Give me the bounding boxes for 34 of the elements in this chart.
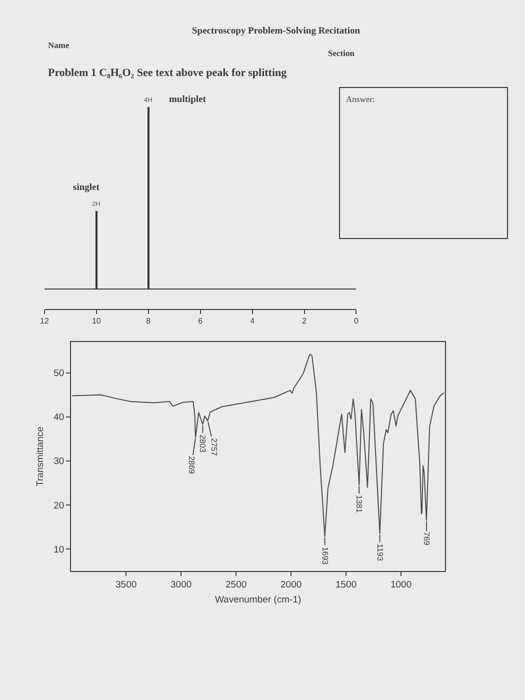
annotation: multiplet [169,95,207,105]
annotation: 2803 [198,434,208,453]
chart-subtitle: Problem 1 C₈H₆O₂ See text above peak for splitting [48,67,288,79]
annotation: 2869 [187,456,196,474]
x-tick-label: 8 [146,316,152,326]
x-axis-title: Wavenumber (cm-1) [214,594,302,606]
annotation: 769 [422,532,431,546]
x-tick-label: 10 [92,316,102,326]
annotation: 1693 [320,546,330,566]
text: Answer: [346,94,375,104]
y-tick-label: 20 [54,500,64,512]
y-tick-label: 50 [54,368,64,380]
y-axis-title: Transmittance [34,426,46,486]
x-tick-label: 1000 [390,579,412,590]
x-tick-label: 4 [250,316,256,326]
x-tick-label: 12 [40,316,50,326]
x-tick-label: 0 [354,316,360,326]
x-tick-label: 1500 [335,579,357,590]
annotation: 1193 [375,544,384,562]
text: Name [48,40,70,50]
x-tick-label: 2000 [280,579,302,590]
x-tick-label: 6 [198,316,204,326]
chart-title: Spectroscopy Problem-Solving Recitation [192,26,361,36]
x-tick-label: 3000 [170,579,192,590]
x-tick-label: 2500 [226,579,247,590]
annotation: singlet [73,183,100,193]
x-tick-label: 2 [302,316,308,326]
y-tick-label: 40 [54,412,64,424]
text: Section [328,48,355,58]
y-tick-label: 30 [54,456,64,468]
annotation: 1381 [354,494,364,514]
x-tick-label: 3500 [116,579,137,590]
annotation: 2757 [210,438,219,456]
y-tick-label: 10 [54,544,64,556]
